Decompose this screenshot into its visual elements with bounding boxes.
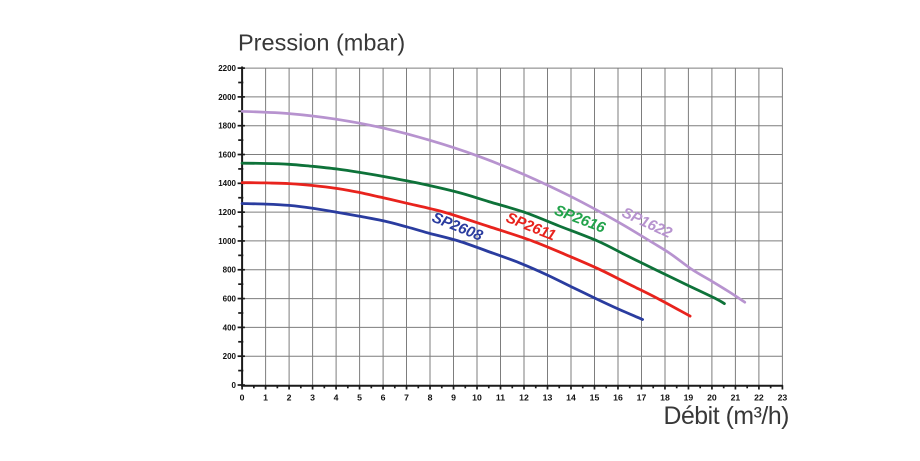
svg-text:2200: 2200 xyxy=(218,64,236,73)
svg-text:0: 0 xyxy=(232,381,237,390)
svg-text:22: 22 xyxy=(754,393,764,403)
svg-text:19: 19 xyxy=(684,393,694,403)
svg-text:16: 16 xyxy=(613,393,623,403)
svg-text:6: 6 xyxy=(381,393,386,403)
svg-text:10: 10 xyxy=(472,393,482,403)
svg-text:17: 17 xyxy=(637,393,647,403)
svg-text:400: 400 xyxy=(223,323,237,332)
svg-text:3: 3 xyxy=(310,393,315,403)
svg-text:Pression (mbar): Pression (mbar) xyxy=(238,30,405,56)
svg-text:18: 18 xyxy=(660,393,670,403)
svg-text:2000: 2000 xyxy=(218,93,236,102)
svg-text:0: 0 xyxy=(240,393,245,403)
svg-text:1: 1 xyxy=(263,393,268,403)
svg-text:2: 2 xyxy=(287,393,292,403)
svg-text:7: 7 xyxy=(404,393,409,403)
svg-text:11: 11 xyxy=(496,393,505,403)
svg-text:4: 4 xyxy=(334,393,339,403)
svg-text:15: 15 xyxy=(590,393,600,403)
svg-text:8: 8 xyxy=(428,393,433,403)
svg-text:1600: 1600 xyxy=(218,150,236,159)
svg-text:21: 21 xyxy=(731,393,741,403)
svg-text:12: 12 xyxy=(519,393,529,403)
svg-text:1000: 1000 xyxy=(218,237,236,246)
svg-text:800: 800 xyxy=(223,266,237,275)
svg-text:1200: 1200 xyxy=(218,208,236,217)
svg-text:14: 14 xyxy=(566,393,576,403)
svg-text:600: 600 xyxy=(223,295,237,304)
svg-text:9: 9 xyxy=(451,393,456,403)
svg-text:13: 13 xyxy=(543,393,553,403)
svg-text:23: 23 xyxy=(778,393,788,403)
svg-text:1400: 1400 xyxy=(218,179,236,188)
svg-text:Débit (m³/h): Débit (m³/h) xyxy=(664,403,790,430)
svg-text:20: 20 xyxy=(707,393,717,403)
svg-text:1800: 1800 xyxy=(218,122,236,131)
svg-text:200: 200 xyxy=(223,352,237,361)
svg-text:5: 5 xyxy=(357,393,362,403)
